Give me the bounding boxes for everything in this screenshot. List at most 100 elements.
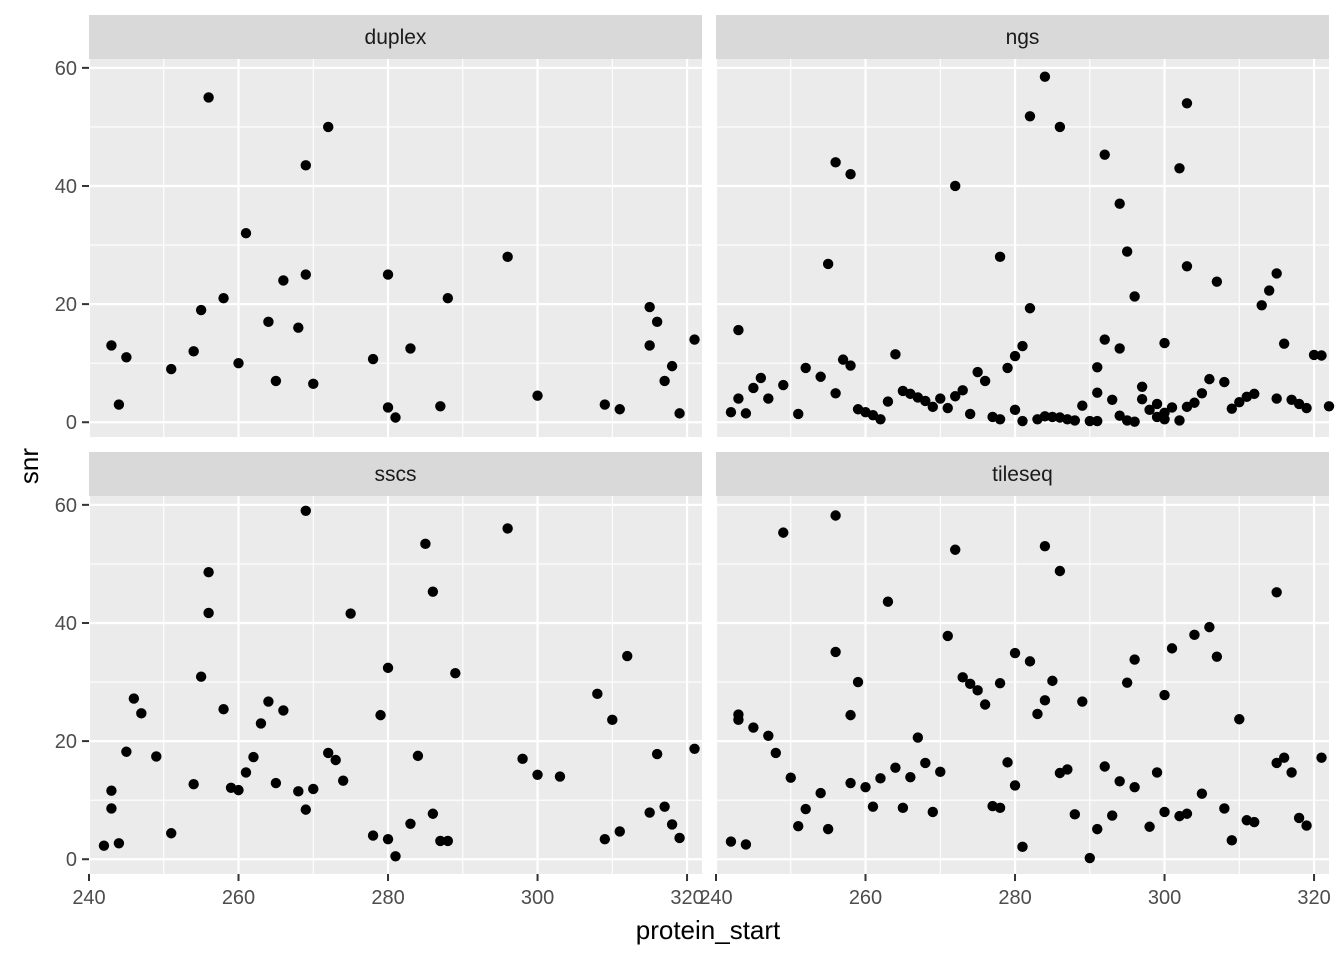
data-point — [1196, 388, 1208, 399]
data-point — [942, 402, 953, 414]
data-point — [882, 396, 894, 407]
data-point — [1323, 401, 1335, 412]
data-point — [1278, 752, 1290, 763]
data-point — [166, 363, 177, 375]
data-point — [830, 157, 841, 168]
data-point — [1114, 776, 1125, 787]
data-point — [1144, 821, 1155, 832]
panel-background — [716, 59, 1329, 437]
data-point — [1226, 835, 1238, 846]
data-point — [666, 360, 678, 372]
data-point — [748, 382, 759, 394]
data-point — [1039, 71, 1051, 82]
data-point — [830, 388, 841, 399]
data-point — [1114, 410, 1125, 421]
data-point — [785, 772, 796, 783]
x-tick-label: 300 — [521, 887, 554, 909]
data-point — [1017, 841, 1028, 853]
data-point — [979, 699, 991, 710]
data-point — [845, 777, 856, 789]
data-point — [733, 324, 744, 336]
data-point — [659, 375, 670, 387]
data-point — [1129, 654, 1140, 665]
panel-background — [716, 496, 1329, 874]
data-point — [1166, 402, 1178, 413]
data-point — [1226, 403, 1238, 414]
data-point — [793, 408, 804, 420]
data-point — [1054, 121, 1066, 133]
data-point — [405, 343, 416, 354]
data-point — [1092, 823, 1103, 835]
data-point — [1017, 415, 1028, 427]
facet-strip-label: ngs — [1006, 26, 1040, 49]
data-point — [128, 693, 140, 704]
x-tick-label: 300 — [1148, 887, 1181, 909]
data-point — [979, 375, 991, 387]
data-point — [674, 408, 685, 419]
data-point — [1009, 647, 1021, 659]
data-point — [1047, 411, 1058, 423]
data-point — [300, 804, 311, 815]
facet-tileseq: tileseq — [714, 452, 1329, 874]
data-point — [1144, 404, 1155, 416]
data-point — [644, 301, 655, 313]
data-point — [830, 646, 841, 658]
data-point — [412, 750, 424, 762]
data-point — [1278, 338, 1290, 349]
data-point — [1189, 629, 1200, 640]
x-tick-label: 240 — [699, 887, 732, 909]
data-point — [1009, 404, 1021, 416]
facet-ngs: ngs — [714, 15, 1335, 437]
data-point — [1271, 393, 1282, 404]
data-point — [800, 803, 811, 815]
data-point — [666, 819, 678, 830]
data-point — [1159, 337, 1170, 349]
data-point — [763, 393, 774, 404]
data-point — [1293, 812, 1305, 824]
data-point — [972, 366, 983, 378]
data-point — [517, 753, 528, 765]
data-point — [830, 510, 841, 521]
data-point — [1121, 677, 1133, 688]
data-point — [375, 709, 386, 721]
data-point — [382, 269, 394, 280]
data-point — [733, 714, 744, 726]
data-point — [203, 566, 214, 578]
data-point — [1092, 362, 1103, 373]
data-point — [502, 251, 513, 263]
facet-panels: duplex ngs sscs tileseq — [87, 15, 1335, 874]
data-point — [1181, 261, 1193, 272]
data-point — [755, 372, 767, 384]
x-tick-label: 280 — [371, 887, 404, 909]
data-point — [1316, 752, 1327, 763]
data-point — [897, 802, 909, 814]
data-point — [1256, 300, 1267, 311]
data-point — [1069, 809, 1081, 820]
data-point — [233, 357, 244, 369]
data-point — [218, 293, 229, 304]
data-point — [532, 769, 543, 780]
data-point — [1159, 806, 1170, 818]
data-point — [98, 840, 110, 851]
data-point — [912, 732, 924, 743]
data-point — [1151, 767, 1163, 778]
data-point — [1196, 788, 1208, 799]
data-point — [778, 379, 789, 391]
data-point — [1002, 362, 1013, 374]
data-point — [1024, 303, 1036, 314]
data-point — [1271, 268, 1282, 279]
data-point — [263, 696, 274, 707]
data-point — [1151, 398, 1163, 410]
data-point — [614, 404, 625, 415]
data-point — [121, 352, 132, 363]
y-axis: 0 20 40 60 0 20 40 60 — [55, 58, 89, 871]
data-point — [323, 121, 334, 133]
data-point — [927, 401, 938, 413]
data-point — [255, 718, 267, 729]
data-point — [815, 787, 826, 799]
data-point — [1249, 388, 1260, 400]
data-point — [770, 747, 782, 759]
data-point — [599, 399, 611, 410]
data-point — [815, 371, 826, 382]
data-point — [1099, 149, 1110, 160]
